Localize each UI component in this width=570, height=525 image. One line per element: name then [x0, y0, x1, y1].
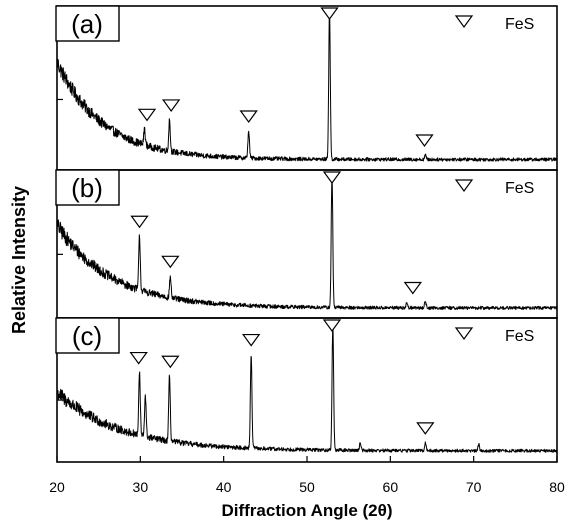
diffraction-trace [56, 11, 558, 162]
x-tick-labels: 20 30 40 50 60 70 80 [49, 456, 565, 495]
x-tick-label: 30 [133, 479, 149, 495]
y-axis-title: Relative Intensity [9, 186, 29, 334]
panel-1: (a) FeS [55, 5, 558, 171]
fes-peak-marker [320, 7, 339, 21]
x-tick-label: 40 [216, 479, 232, 495]
fes-peak-marker [416, 422, 435, 435]
panel-frame [56, 169, 558, 319]
fes-peak-marker [130, 215, 149, 229]
panel-label: (b) [71, 173, 103, 203]
panel-frame [56, 317, 558, 463]
panel-3: (c) FeS [55, 317, 558, 463]
x-tick-label: 60 [383, 479, 399, 495]
fes-peak-marker [241, 333, 261, 347]
panel-frame [56, 5, 558, 171]
panels-group: (a) FeS (b) FeS (c) FeS [55, 5, 558, 463]
panel-label-box [55, 169, 120, 206]
fes-peak-marker [137, 108, 157, 122]
diffraction-trace [56, 174, 558, 311]
fes-peak-marker [403, 281, 423, 295]
legend-label: FeS [505, 16, 534, 33]
x-tick-label: 50 [299, 479, 315, 495]
panel-2: (b) FeS [55, 169, 558, 319]
x-tick-label: 20 [49, 479, 65, 495]
legend-label: FeS [505, 180, 534, 197]
x-axis-title: Diffraction Angle (2θ) [221, 501, 392, 520]
fes-peak-marker [129, 351, 148, 365]
fes-peak-marker [161, 99, 181, 112]
panel-label: (a) [71, 9, 103, 39]
fes-peak-marker [415, 134, 434, 147]
legend-triangle-icon [454, 15, 474, 29]
fes-peak-marker [322, 319, 342, 333]
legend-triangle-icon [454, 179, 474, 193]
diffraction-trace [56, 325, 558, 453]
fes-peak-marker [161, 255, 180, 269]
panel-label-box [55, 317, 120, 354]
legend-triangle-icon [454, 327, 474, 341]
panel-label-box [55, 5, 120, 42]
x-tick-label: 80 [549, 479, 565, 495]
panel-label: (c) [72, 321, 102, 351]
fes-peak-marker [322, 171, 342, 185]
legend-label: FeS [505, 328, 534, 345]
fes-peak-marker [161, 355, 180, 369]
fes-peak-marker [239, 110, 258, 124]
x-tick-label: 70 [466, 479, 482, 495]
